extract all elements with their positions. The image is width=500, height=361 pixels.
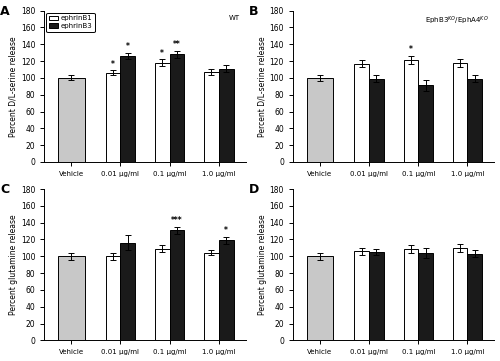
Bar — [155, 249, 170, 340]
Text: *: * — [224, 226, 228, 235]
Bar — [219, 69, 234, 162]
Text: EphB3$^{KO}$/EphA4$^{KO}$: EphB3$^{KO}$/EphA4$^{KO}$ — [424, 15, 488, 27]
Bar — [404, 249, 418, 340]
Y-axis label: Percent glutamine release: Percent glutamine release — [258, 214, 266, 315]
Bar — [418, 253, 433, 340]
Bar — [58, 256, 84, 340]
Text: *: * — [126, 42, 130, 51]
Text: B: B — [248, 5, 258, 18]
Text: **: ** — [173, 40, 181, 49]
Bar — [452, 248, 468, 340]
Bar — [170, 230, 184, 340]
Bar — [369, 252, 384, 340]
Bar — [306, 78, 333, 162]
Bar — [204, 253, 219, 340]
Bar — [120, 243, 135, 340]
Y-axis label: Percent D/L-serine release: Percent D/L-serine release — [258, 36, 266, 136]
Y-axis label: Percent D/L-serine release: Percent D/L-serine release — [9, 36, 18, 136]
Bar — [106, 256, 120, 340]
Bar — [354, 64, 369, 162]
Bar — [219, 240, 234, 340]
Bar — [204, 72, 219, 162]
Bar — [170, 55, 184, 162]
Legend: ephrinB1, ephrinB3: ephrinB1, ephrinB3 — [46, 13, 95, 32]
Bar — [120, 56, 135, 162]
Y-axis label: Percent glutamine release: Percent glutamine release — [9, 214, 18, 315]
Bar — [306, 256, 333, 340]
Text: WT: WT — [228, 15, 240, 21]
Text: *: * — [160, 49, 164, 58]
Bar — [58, 78, 84, 162]
Text: D: D — [248, 183, 259, 196]
Bar — [418, 86, 433, 162]
Bar — [468, 79, 482, 162]
Bar — [452, 63, 468, 162]
Bar — [369, 79, 384, 162]
Text: ***: *** — [171, 216, 183, 225]
Bar — [155, 63, 170, 162]
Bar — [468, 254, 482, 340]
Bar — [106, 73, 120, 162]
Bar — [404, 60, 418, 162]
Text: C: C — [0, 183, 9, 196]
Text: *: * — [409, 45, 413, 55]
Text: A: A — [0, 5, 10, 18]
Text: *: * — [111, 60, 115, 69]
Bar — [354, 251, 369, 340]
